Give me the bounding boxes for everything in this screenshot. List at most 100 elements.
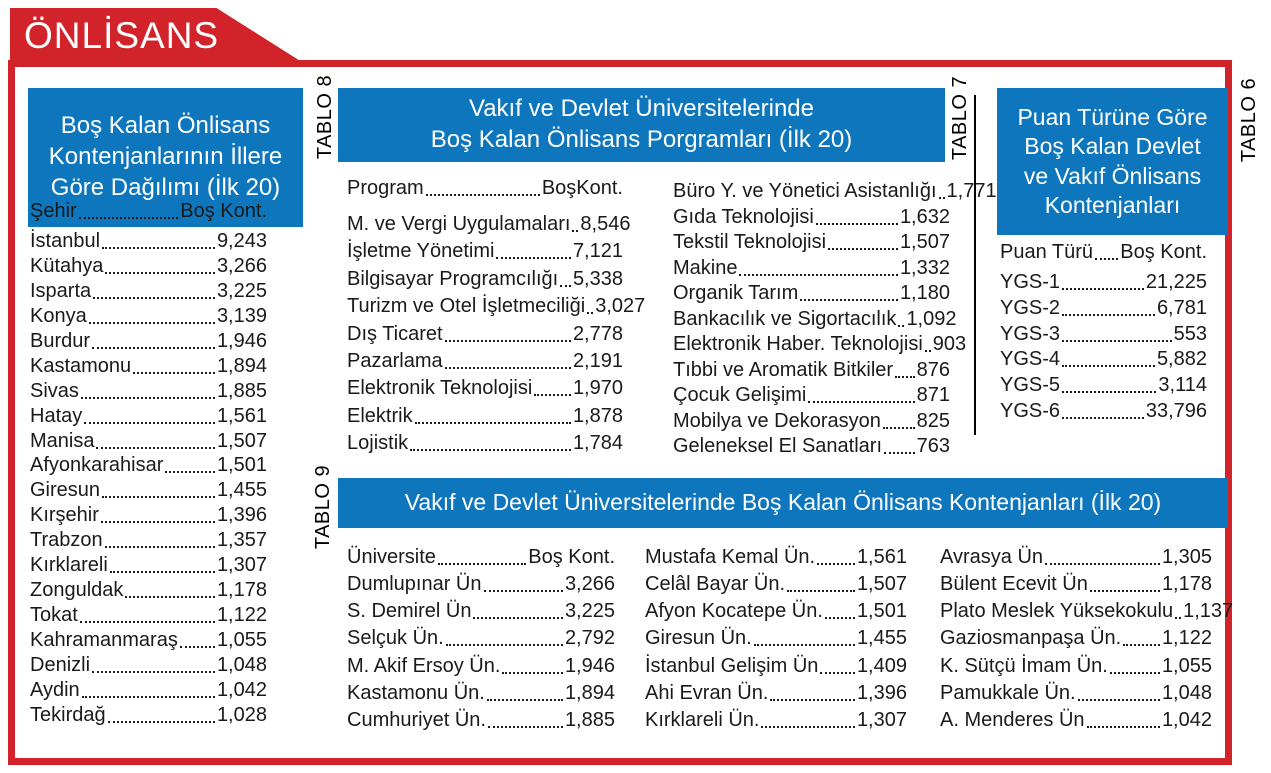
dot-leader	[787, 590, 855, 593]
row-value: 1,632	[899, 205, 950, 228]
table-row: YGS-3 553	[1000, 323, 1207, 346]
row-value: 2,778	[572, 322, 623, 345]
row-value: 1,122	[1161, 627, 1212, 650]
dot-leader	[817, 563, 855, 565]
row-value: 1,122	[216, 604, 267, 627]
dot-leader	[102, 247, 215, 249]
row-value: 1,042	[216, 678, 267, 701]
table-row: YGS-6 33,796	[1000, 400, 1207, 423]
row-label: Turizm ve Otel İşletmeciliği	[347, 295, 586, 318]
dot-leader	[414, 421, 571, 424]
dot-leader	[92, 670, 215, 673]
table-row: Tekstil Teknolojisi 1,507	[673, 231, 950, 254]
dot-leader	[486, 698, 563, 701]
cities-table-title: Boş Kalan Önlisans Kontenjanlarının İlle…	[28, 88, 303, 227]
table-row: Aydin 1,042	[30, 679, 267, 702]
table-row: Burdur 1,946	[30, 330, 267, 353]
dot-leader	[895, 375, 915, 378]
row-value: 9,243	[216, 230, 267, 252]
dot-leader	[1062, 365, 1155, 368]
puan-list: YGS-1 21,225 YGS-2 6,781 YGS-3 553 YGS-4 5,882 Y…	[1000, 271, 1207, 423]
row-label: Makine	[673, 256, 738, 279]
table-row: Elektronik Haber. Teknolojisi 903	[673, 333, 966, 356]
dot-leader	[572, 230, 579, 232]
row-label: Denizli	[30, 653, 91, 676]
table-row: Tokat 1,122	[30, 604, 267, 627]
row-label: Hatay	[30, 404, 83, 427]
dot-leader	[820, 671, 855, 674]
row-value: 553	[1173, 322, 1207, 345]
table-row: Elektrik 1,878	[347, 405, 623, 428]
row-label: Afyonkarahisar	[30, 454, 164, 477]
row-label: Pamukkale Ün.	[940, 681, 1076, 704]
table-row: Bankacılık ve Sigortacılık 1,092	[673, 307, 957, 331]
row-value: 1,305	[1161, 546, 1212, 568]
row-value: 1,055	[216, 629, 267, 651]
table-row: Giresun Ün. 1,455	[645, 627, 907, 650]
table-row: Kastamonu 1,894	[30, 355, 267, 378]
row-label: Avrasya Ün	[940, 546, 1044, 568]
universities-list-2: Mustafa Kemal Ün. 1,561 Celâl Bayar Ün. 1,5…	[645, 546, 907, 732]
dot-leader	[808, 401, 915, 403]
table-row: Cumhuriyet Ün. 1,885	[347, 709, 615, 732]
dot-leader	[828, 248, 898, 250]
row-label: M. ve Vergi Uygulamaları	[347, 213, 571, 235]
row-label: Kastamonu Ün.	[347, 681, 485, 704]
dot-leader	[78, 217, 179, 219]
row-value: 1,885	[564, 708, 615, 731]
row-label: Çocuk Gelişimi	[673, 384, 807, 406]
dot-leader	[487, 725, 563, 728]
row-label: Tekirdağ	[30, 703, 106, 726]
puan-column-header: Puan Türü Boş Kont.	[1000, 241, 1207, 264]
dot-leader	[560, 284, 571, 287]
row-value: 1,784	[572, 432, 623, 454]
table-row: Kırklareli Ün. 1,307	[645, 709, 907, 732]
row-label: YGS-3	[1000, 322, 1061, 345]
row-label: Kütahya	[30, 254, 104, 277]
row-value: 1,048	[1161, 681, 1212, 704]
table-row: Trabzon 1,357	[30, 529, 267, 552]
table-row: Kastamonu Ün. 1,894	[347, 682, 615, 705]
row-label: Selçuk Ün.	[347, 627, 444, 650]
dot-leader	[105, 271, 215, 274]
tablo-6-label: TABLO 6	[1238, 77, 1260, 163]
dot-leader	[84, 421, 215, 424]
table-row: S. Demirel Ün 3,225	[347, 600, 615, 623]
row-label: Celâl Bayar Ün.	[645, 573, 786, 596]
row-value: 3,139	[216, 304, 267, 327]
table-row: Makine 1,332	[673, 257, 950, 280]
cities-list: İstanbul 9,243 Kütahya 3,266 Isparta 3,225 Kon…	[30, 230, 267, 727]
column-header-value: Boş Kont.	[180, 200, 267, 222]
row-value: 1,507	[216, 429, 267, 452]
table-row: Dumlupınar Ün 3,266	[347, 573, 615, 596]
row-value: 3,225	[216, 279, 267, 302]
row-label: Burdur	[30, 329, 91, 352]
row-value: 1,396	[216, 504, 267, 527]
universities-list-1: Üniversite Boş Kont. Dumlupınar Ün 3,266 S…	[347, 546, 615, 732]
column-header-value: BoşKont.	[541, 177, 623, 199]
dot-leader	[410, 449, 571, 451]
vertical-divider	[974, 95, 976, 435]
row-value: 2,191	[572, 349, 623, 372]
row-label: YGS-6	[1000, 399, 1061, 422]
table-row: Tekirdağ 1,028	[30, 704, 267, 727]
row-label: Büro Y. ve Yönetici Asistanlığı	[673, 180, 937, 202]
row-value: 1,455	[856, 627, 907, 650]
row-label: Elektronik Haber. Teknolojisi	[673, 333, 923, 355]
dot-leader	[81, 695, 215, 698]
row-label: YGS-1	[1000, 271, 1061, 293]
row-value: 1,307	[856, 708, 907, 731]
row-label: Bankacılık ve Sigortacılık	[673, 307, 897, 330]
table-row: Avrasya Ün 1,305	[940, 546, 1212, 569]
row-value: 1,561	[856, 546, 907, 568]
row-label: Zonguldak	[30, 579, 124, 602]
dot-leader	[125, 596, 215, 599]
table-row: Mobilya ve Dekorasyon 825	[673, 410, 950, 433]
table-row: Bülent Ecevit Ün 1,178	[940, 573, 1212, 596]
dot-leader	[761, 725, 855, 728]
table-row: Afyon Kocatepe Ün. 1,501	[645, 600, 907, 623]
page-title: ÖNLİSANS	[24, 15, 220, 56]
dot-leader	[1123, 644, 1160, 647]
tablo-9-label: TABLO 9	[312, 464, 334, 550]
dot-leader	[496, 257, 571, 260]
